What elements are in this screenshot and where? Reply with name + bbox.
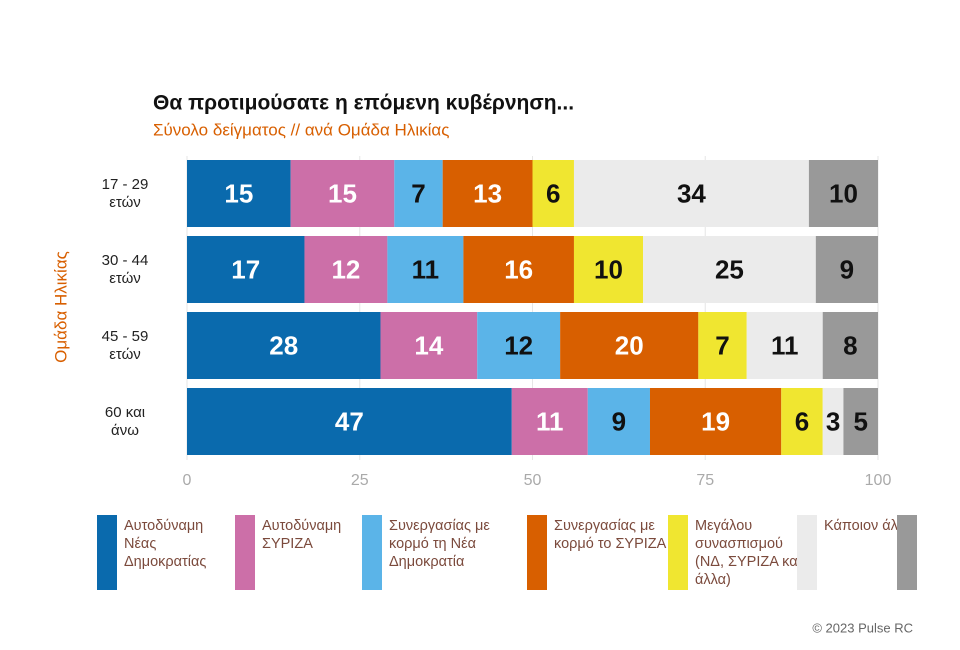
- legend-swatch: [97, 515, 117, 590]
- category-label: 60 και άνω: [104, 403, 146, 439]
- chart-title: Θα προτιμούσατε η επόμενη κυβέρνηση...: [153, 92, 574, 115]
- category-label: 45 - 59 ετών: [101, 327, 149, 363]
- legend-label: Αυτοδύναμη ΣΥΡΙΖΑ: [262, 518, 342, 552]
- value-label: 15: [328, 178, 357, 208]
- bar-segment: [698, 312, 747, 379]
- bar-segment: [781, 388, 823, 455]
- value-label: 10: [829, 178, 858, 208]
- value-label: 9: [612, 406, 626, 436]
- value-label: 10: [594, 254, 623, 284]
- bar-segment: [511, 388, 588, 455]
- bar-segment: [560, 312, 699, 379]
- value-label: 11: [412, 254, 440, 284]
- x-tick-label: 100: [865, 472, 892, 489]
- x-tick-label: 0: [183, 472, 192, 489]
- value-label: 13: [473, 178, 502, 208]
- legend-label: Αυτοδύναμη Νέας Δημοκρατίας: [124, 518, 207, 570]
- bar-segment: [304, 236, 388, 303]
- legend-swatch: [235, 515, 255, 590]
- value-label: 28: [269, 330, 298, 360]
- value-label: 6: [795, 406, 809, 436]
- value-label: 9: [840, 254, 854, 284]
- bar-segment: [822, 312, 878, 379]
- bar-segment: [532, 160, 574, 227]
- x-tick-label: 25: [351, 472, 369, 489]
- value-label: 34: [677, 178, 706, 208]
- legend-label: Συνεργασίας με κορμό το ΣΥΡΙΖΑ: [554, 518, 667, 552]
- value-label: 7: [715, 330, 729, 360]
- value-label: 12: [331, 254, 360, 284]
- x-tick-label: 75: [696, 472, 714, 489]
- value-label: 15: [224, 178, 253, 208]
- footer: © 2023 Pulse RC: [812, 620, 913, 635]
- bar-segment: [477, 312, 561, 379]
- y-axis-label: Ομάδα Ηλικίας: [51, 251, 70, 363]
- value-label: 5: [853, 406, 867, 436]
- chart-subtitle: Σύνολο δείγματος // ανά Ομάδα Ηλικίας: [153, 120, 449, 139]
- legend-swatch: [527, 515, 547, 590]
- legend-swatch: [797, 515, 817, 590]
- bar-segment: [808, 160, 878, 227]
- bar-segment: [187, 388, 512, 455]
- value-label: 14: [414, 330, 443, 360]
- category-label: 17 - 29 ετών: [101, 175, 149, 211]
- value-label: 19: [701, 406, 730, 436]
- bar-segment: [573, 160, 809, 227]
- legend-swatch: [362, 515, 382, 590]
- bar-segment: [187, 160, 291, 227]
- bar-segment: [649, 388, 782, 455]
- bar-segment: [573, 236, 644, 303]
- bar-segment: [815, 236, 878, 303]
- value-label: 47: [335, 406, 364, 436]
- bar-segment: [187, 312, 381, 379]
- x-tick-label: 50: [524, 472, 542, 489]
- legend-swatch: [668, 515, 688, 590]
- value-label: 11: [536, 406, 564, 436]
- bar-segment: [187, 236, 305, 303]
- bar-segment: [394, 160, 443, 227]
- bar-segment: [843, 388, 878, 455]
- legend-label: Μεγάλου συνασπισμού (ΝΔ, ΣΥΡΙΖΑ και άλλα…: [695, 518, 801, 588]
- bar-segment: [290, 160, 395, 227]
- bar-segment: [387, 236, 464, 303]
- bar-segment: [380, 312, 478, 379]
- value-label: 6: [546, 178, 560, 208]
- bar-segment: [442, 160, 533, 227]
- category-label: 30 - 44 ετών: [101, 251, 149, 287]
- legend-label: Κάποιον άλλο: [824, 518, 914, 534]
- bar-segment: [822, 388, 844, 455]
- legend-label: Συνεργασίας με κορμό τη Νέα Δημοκρατία: [389, 518, 490, 570]
- value-label: 25: [715, 254, 744, 284]
- bar-segment: [463, 236, 574, 303]
- value-label: 17: [231, 254, 260, 284]
- bar-segment: [746, 312, 823, 379]
- bar-segment: [587, 388, 650, 455]
- value-label: 20: [615, 330, 644, 360]
- value-label: 12: [504, 330, 533, 360]
- value-label: 3: [826, 406, 840, 436]
- value-label: 8: [843, 330, 857, 360]
- legend-swatch: [897, 515, 917, 590]
- value-label: 7: [411, 178, 425, 208]
- value-label: 16: [504, 254, 533, 284]
- value-label: 11: [771, 330, 799, 360]
- bar-segment: [643, 236, 816, 303]
